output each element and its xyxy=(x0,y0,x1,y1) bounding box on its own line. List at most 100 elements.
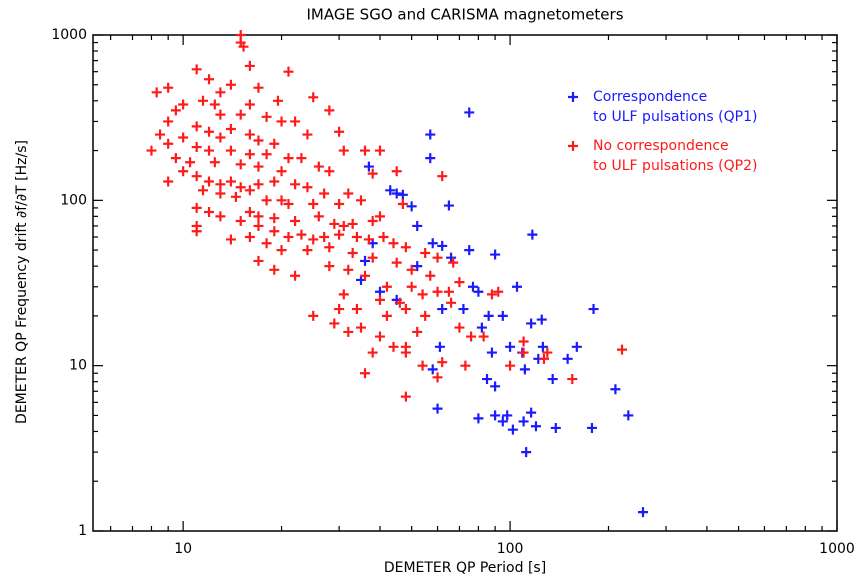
point xyxy=(367,347,378,358)
y-tick-label: 1000 xyxy=(51,27,87,43)
x-axis-label: DEMETER QP Period [s] xyxy=(384,560,546,576)
point xyxy=(253,82,264,93)
point xyxy=(343,264,354,275)
point xyxy=(437,357,448,368)
point xyxy=(367,252,378,263)
point xyxy=(313,211,324,222)
point xyxy=(253,135,264,146)
point xyxy=(283,199,294,210)
point xyxy=(481,374,492,385)
point xyxy=(261,195,272,206)
point xyxy=(334,229,345,240)
point xyxy=(432,403,443,414)
point xyxy=(586,422,597,433)
point xyxy=(204,145,215,156)
point xyxy=(276,245,287,256)
point xyxy=(244,149,255,160)
point xyxy=(290,179,301,190)
point xyxy=(191,171,202,182)
point xyxy=(547,374,558,385)
point xyxy=(388,238,399,249)
point xyxy=(338,289,349,300)
point xyxy=(191,202,202,213)
point xyxy=(454,322,465,333)
point xyxy=(308,199,319,210)
point xyxy=(269,226,280,237)
point xyxy=(623,410,634,421)
point xyxy=(283,232,294,243)
point xyxy=(526,407,537,418)
point xyxy=(427,364,438,375)
point xyxy=(437,171,448,182)
point xyxy=(163,176,174,187)
point xyxy=(302,245,313,256)
point xyxy=(536,314,547,325)
y-tick-label: 10 xyxy=(69,358,87,374)
point xyxy=(497,310,508,321)
point xyxy=(253,161,264,172)
point xyxy=(363,161,374,172)
point xyxy=(225,145,236,156)
point xyxy=(417,360,428,371)
point xyxy=(296,153,307,164)
point xyxy=(473,413,484,424)
point xyxy=(360,255,371,266)
point xyxy=(319,188,330,199)
point xyxy=(215,109,226,120)
point xyxy=(505,341,516,352)
point xyxy=(163,138,174,149)
point xyxy=(493,286,504,297)
point xyxy=(261,111,272,122)
point xyxy=(244,207,255,218)
point xyxy=(443,286,454,297)
point xyxy=(324,242,335,253)
point xyxy=(412,220,423,231)
point xyxy=(269,264,280,275)
point xyxy=(215,132,226,143)
point xyxy=(215,179,226,190)
point xyxy=(283,153,294,164)
point xyxy=(334,304,345,315)
point xyxy=(230,191,241,202)
point xyxy=(486,347,497,358)
legend-marker xyxy=(568,141,578,151)
point xyxy=(588,304,599,315)
point xyxy=(374,331,385,342)
point xyxy=(253,211,264,222)
point xyxy=(420,310,431,321)
point xyxy=(185,157,196,168)
point xyxy=(432,372,443,383)
point xyxy=(367,215,378,226)
point xyxy=(381,310,392,321)
point xyxy=(308,234,319,245)
plot-frame xyxy=(92,34,838,532)
point xyxy=(539,353,550,364)
point xyxy=(562,353,573,364)
point xyxy=(542,347,553,358)
point xyxy=(296,229,307,240)
point xyxy=(521,447,532,458)
point xyxy=(406,281,417,292)
point xyxy=(460,360,471,371)
point xyxy=(617,344,628,355)
point xyxy=(308,310,319,321)
point xyxy=(276,166,287,177)
point xyxy=(567,374,578,385)
point xyxy=(225,234,236,245)
point xyxy=(437,304,448,315)
point xyxy=(163,116,174,127)
point xyxy=(518,336,529,347)
point xyxy=(204,126,215,137)
point xyxy=(302,182,313,193)
point xyxy=(225,79,236,90)
point xyxy=(490,410,501,421)
point xyxy=(406,201,417,212)
point xyxy=(269,138,280,149)
point xyxy=(235,215,246,226)
point xyxy=(400,391,411,402)
point xyxy=(527,229,538,240)
point xyxy=(329,218,340,229)
point xyxy=(170,105,181,116)
point xyxy=(269,213,280,224)
